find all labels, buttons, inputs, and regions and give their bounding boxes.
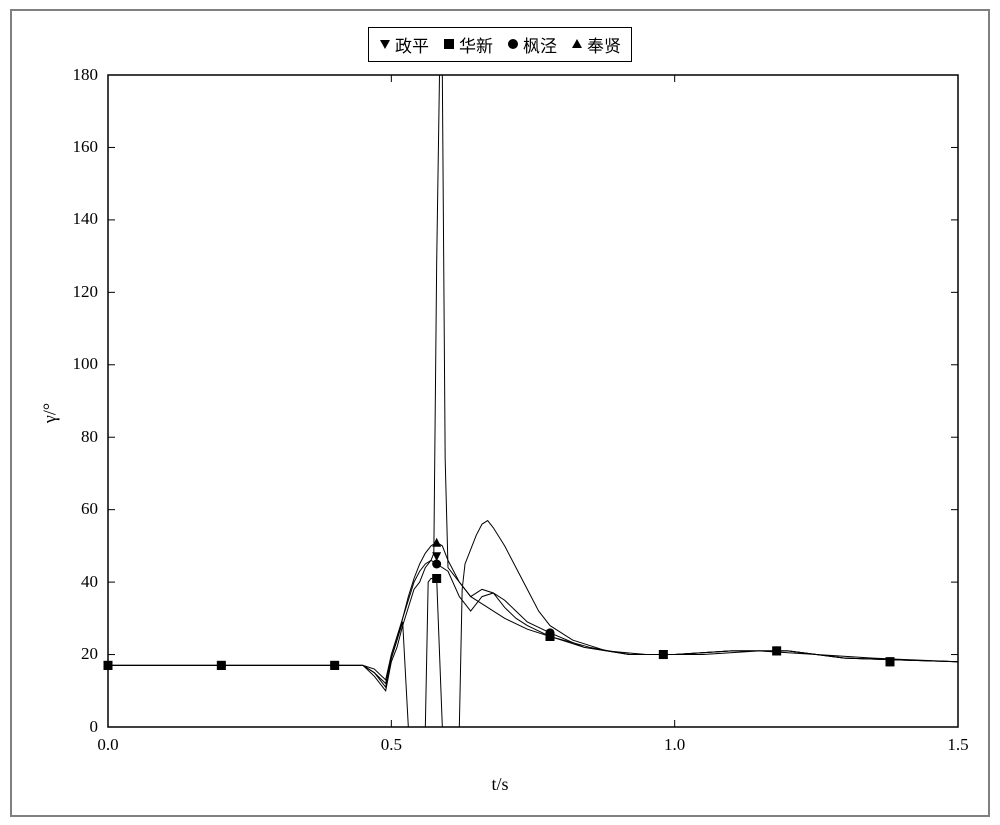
chart-frame: 政平 华新 枫泾 奉贤 γ/° t/s 02040608010012014016… — [10, 9, 990, 817]
ytick-label: 80 — [81, 427, 108, 447]
xtick-label: 1.5 — [947, 727, 968, 755]
legend: 政平 华新 枫泾 奉贤 — [368, 27, 632, 62]
legend-label: 奉贤 — [587, 32, 621, 57]
triangle-up-icon — [571, 38, 583, 50]
circle-icon — [507, 38, 519, 50]
triangle-down-icon — [379, 38, 391, 50]
ytick-label: 40 — [81, 572, 108, 592]
legend-item-fengjing: 枫泾 — [507, 32, 557, 57]
xtick-label: 0.0 — [97, 727, 118, 755]
legend-label: 政平 — [395, 32, 429, 57]
ytick-label: 180 — [73, 65, 109, 85]
y-axis-label: γ/° — [40, 402, 61, 422]
ytick-label: 100 — [73, 354, 109, 374]
legend-item-huaxin: 华新 — [443, 32, 493, 57]
xtick-label: 0.5 — [381, 727, 402, 755]
square-icon — [443, 38, 455, 50]
legend-item-fengxian: 奉贤 — [571, 32, 621, 57]
ytick-label: 60 — [81, 499, 108, 519]
legend-item-zhengping: 政平 — [379, 32, 429, 57]
legend-label: 华新 — [459, 32, 493, 57]
plot-area: 0204060801001201401601800.00.51.01.5 — [108, 75, 958, 727]
ytick-label: 140 — [73, 209, 109, 229]
xtick-label: 1.0 — [664, 727, 685, 755]
x-axis-label: t/s — [491, 774, 508, 795]
ytick-label: 160 — [73, 137, 109, 157]
legend-label: 枫泾 — [523, 32, 557, 57]
plot-svg — [108, 75, 958, 727]
ytick-label: 120 — [73, 282, 109, 302]
ytick-label: 20 — [81, 644, 108, 664]
